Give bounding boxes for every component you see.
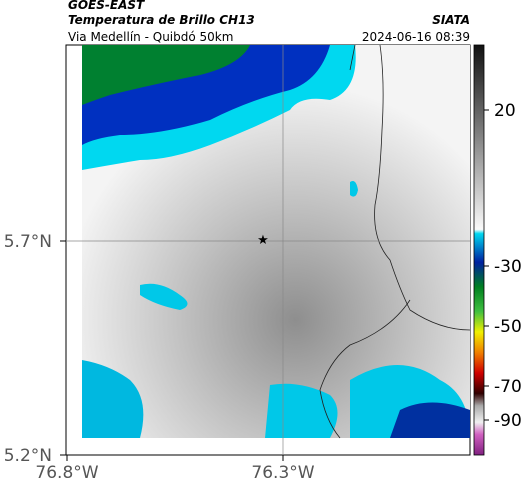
header: GOES-EAST Temperatura de Brillo CH13 Via…	[68, 0, 470, 44]
border	[319, 44, 471, 439]
colorbar-label: -90	[494, 411, 522, 431]
colorbar-ticks: 20 -30 -50 -70 -90	[484, 101, 522, 431]
cold-cloud	[82, 45, 250, 105]
axes: 5.7°N 5.2°N76.8°W 76.3°W	[4, 232, 315, 483]
source: SIATA	[432, 13, 470, 27]
location: Via Medellín - Quibdó 50km	[68, 30, 233, 44]
title: GOES-EAST	[68, 0, 145, 12]
cold-cloud	[350, 181, 358, 197]
subtitle: Temperatura de Brillo CH13	[68, 13, 255, 27]
lat-label: 5.7°N	[4, 232, 52, 252]
lon-label: 76.8°W	[35, 463, 98, 483]
datetime: 2024-06-16 08:39	[362, 30, 470, 44]
colorbar	[473, 44, 485, 456]
lat-label: 5.2°N	[4, 446, 52, 466]
colorbar-label: -30	[494, 257, 522, 277]
colorbar-label: -50	[494, 317, 522, 337]
lon-label: 76.3°W	[251, 463, 314, 483]
cold-cloud	[140, 283, 188, 310]
map-area: ★	[65, 44, 471, 456]
colorbar-label: -70	[494, 377, 522, 397]
location-marker: ★	[257, 233, 269, 248]
cold-cloud	[390, 402, 470, 438]
cold-cloud	[82, 360, 144, 438]
colorbar-label: 20	[494, 101, 516, 121]
